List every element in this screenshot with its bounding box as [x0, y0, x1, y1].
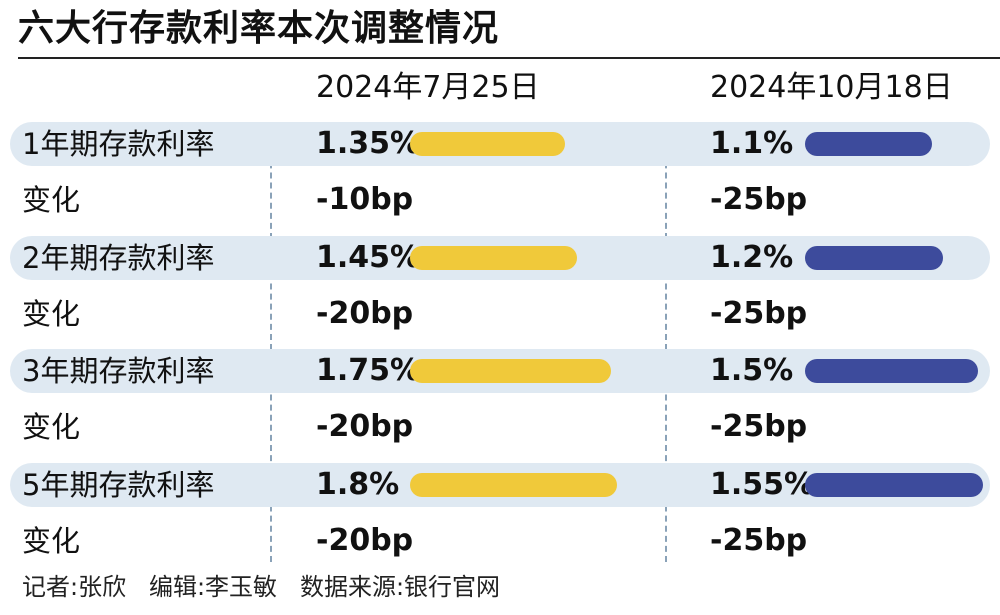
rate-value-oct: 1.1% [710, 126, 794, 161]
chart-title: 六大行存款利率本次调整情况 [18, 8, 500, 49]
rate-value-jul: 1.8% [316, 467, 400, 502]
row-label: 2年期存款利率 [22, 241, 215, 275]
rate-value-oct: 1.2% [710, 240, 794, 275]
change-value-oct: -25bp [710, 296, 808, 331]
change-value-jul: -20bp [316, 296, 414, 331]
rate-bar-jul [410, 132, 565, 156]
title-divider [18, 57, 1000, 59]
rate-value-jul: 1.35% [316, 126, 421, 161]
rate-bar-jul [410, 246, 577, 270]
change-value-jul: -10bp [316, 182, 414, 217]
change-value-oct: -25bp [710, 182, 808, 217]
change-value-oct: -25bp [710, 523, 808, 558]
rate-bar-oct [805, 473, 983, 497]
credits-footer: 记者:张欣 编辑:李玉敏 数据来源:银行官网 [22, 573, 501, 601]
rate-value-jul: 1.75% [316, 353, 421, 388]
column-divider-left [270, 122, 272, 562]
change-label: 变化 [22, 410, 81, 444]
change-value-jul: -20bp [316, 523, 414, 558]
rate-bar-jul [410, 473, 617, 497]
column-header-oct: 2024年10月18日 [710, 70, 953, 105]
rate-bar-oct [805, 359, 978, 383]
rate-value-jul: 1.45% [316, 240, 421, 275]
change-label: 变化 [22, 183, 81, 217]
column-header-jul: 2024年7月25日 [316, 70, 540, 105]
row-label: 3年期存款利率 [22, 354, 215, 388]
column-divider-right [665, 122, 667, 562]
rate-bar-oct [805, 132, 932, 156]
row-label: 1年期存款利率 [22, 127, 215, 161]
rate-bar-jul [410, 359, 611, 383]
row-label: 5年期存款利率 [22, 468, 215, 502]
change-value-oct: -25bp [710, 409, 808, 444]
rate-bar-oct [805, 246, 943, 270]
rate-value-oct: 1.5% [710, 353, 794, 388]
change-value-jul: -20bp [316, 409, 414, 444]
change-label: 变化 [22, 297, 81, 331]
change-label: 变化 [22, 524, 81, 558]
rate-value-oct: 1.55% [710, 467, 815, 502]
